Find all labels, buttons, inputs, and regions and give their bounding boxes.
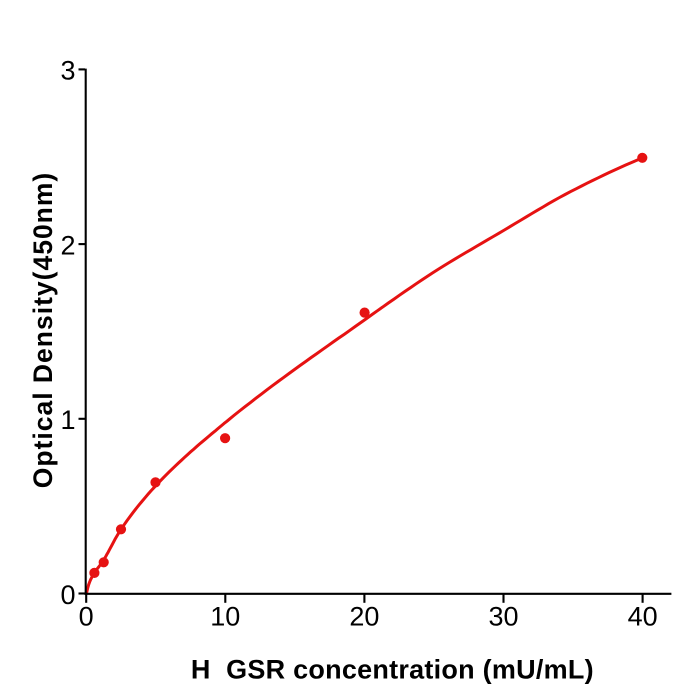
svg-text:0: 0 bbox=[79, 602, 94, 632]
svg-text:Optical Density(450nm): Optical Density(450nm) bbox=[28, 172, 58, 489]
svg-text:40: 40 bbox=[628, 602, 658, 632]
svg-text:0: 0 bbox=[60, 580, 75, 610]
svg-text:2: 2 bbox=[60, 230, 75, 260]
svg-text:20: 20 bbox=[349, 602, 379, 632]
svg-text:10: 10 bbox=[210, 602, 240, 632]
svg-text:3: 3 bbox=[60, 56, 75, 86]
svg-text:H GSR concentration (mU/mL): H GSR concentration (mU/mL) bbox=[191, 654, 594, 684]
svg-text:30: 30 bbox=[488, 602, 518, 632]
svg-text:1: 1 bbox=[60, 405, 75, 435]
